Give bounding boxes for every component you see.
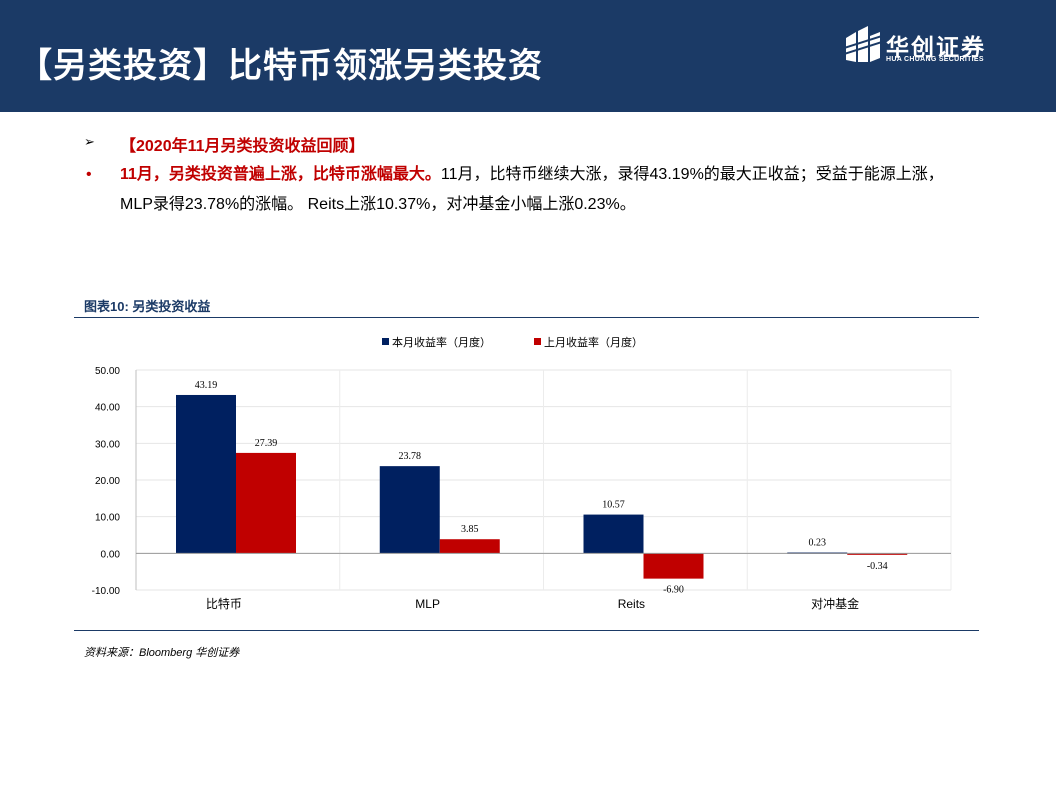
figure-title: 图表10: 另类投资收益	[84, 299, 211, 314]
dot-bullet-icon: •	[86, 166, 92, 183]
x-tick-label: 比特币	[206, 596, 242, 611]
bar-current	[176, 394, 236, 554]
company-logo: 华创证券 HUA CHUANG SECURITIES	[844, 24, 1004, 68]
review-heading-text: 【2020年11月另类投资收益回顾】	[120, 138, 365, 155]
page-title: 【另类投资】比特币领涨另类投资	[18, 47, 543, 85]
logo-mark-icon	[844, 26, 882, 62]
data-label: 43.19	[195, 380, 218, 391]
bar-current	[379, 466, 440, 554]
x-tick-label: Reits	[618, 597, 645, 611]
y-tick-label: 0.00	[101, 549, 121, 560]
data-label: 10.57	[602, 500, 625, 511]
bar-previous	[847, 553, 908, 555]
y-tick-label: 10.00	[95, 513, 120, 524]
data-label: -0.34	[867, 561, 888, 572]
legend-swatch	[382, 338, 389, 345]
y-tick-label: 40.00	[95, 403, 120, 414]
legend-label: 上月收益率（月度）	[544, 335, 643, 349]
legend-label: 本月收益率（月度）	[392, 335, 491, 349]
data-label: 27.39	[255, 438, 278, 449]
review-highlight: 11月，另类投资普遍上涨，比特币涨幅最大。	[120, 166, 441, 183]
review-body: 11月，比特币继续大涨，录得43.19%的最大正收益；受益于能源上涨，MLP录得…	[120, 166, 944, 213]
bar-previous	[643, 553, 704, 579]
y-tick-label: -10.00	[92, 586, 121, 597]
y-tick-label: 20.00	[95, 476, 120, 487]
review-paragraph-text: 11月，另类投资普遍上涨，比特币涨幅最大。11月，比特币继续大涨，录得43.19…	[120, 160, 970, 220]
figure-bottom-rule	[74, 630, 979, 631]
x-tick-label: 对冲基金	[811, 596, 859, 611]
legend-swatch	[534, 338, 541, 345]
bar-previous	[439, 539, 500, 554]
bar-current	[583, 514, 644, 554]
arrow-bullet-icon: ➢	[84, 134, 95, 149]
summary-bullets: ➢ 【2020年11月另类投资收益回顾】 • 11月，另类投资普遍上涨，比特币涨…	[84, 132, 984, 220]
data-label: 0.23	[809, 537, 827, 548]
figure-source: 资料来源：Bloomberg 华创证券	[84, 647, 240, 659]
data-label: 3.85	[461, 524, 479, 535]
data-label: 23.78	[399, 451, 422, 462]
review-paragraph: • 11月，另类投资普遍上涨，比特币涨幅最大。11月，比特币继续大涨，录得43.…	[84, 160, 984, 220]
review-heading: ➢ 【2020年11月另类投资收益回顾】	[84, 132, 984, 160]
figure-top-rule	[74, 317, 979, 318]
logo-en-text: HUA CHUANG SECURITIES	[886, 56, 984, 63]
returns-bar-chart: 50.00 40.00 30.00 20.00 10.00 0.00 -10.00 43.19…	[92, 335, 952, 611]
data-label: -6.90	[663, 585, 684, 596]
y-tick-label: 30.00	[95, 439, 120, 450]
x-tick-label: MLP	[415, 597, 440, 611]
logo-cn-text: 华创证券	[886, 34, 986, 60]
bar-previous	[236, 452, 296, 554]
y-tick-label: 50.00	[95, 366, 120, 377]
header-bar: 【另类投资】比特币领涨另类投资 华创证券 HUA CHUANG SECURITI…	[0, 0, 1056, 112]
